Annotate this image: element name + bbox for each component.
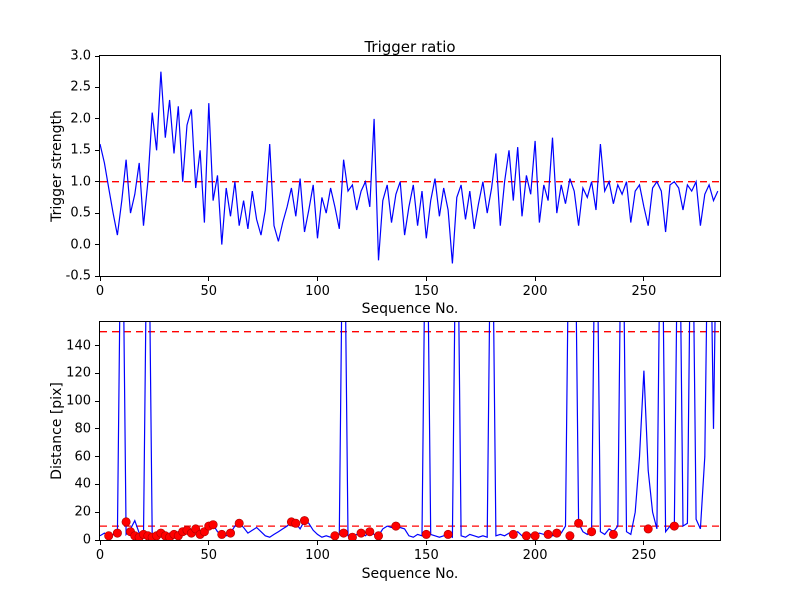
bottom-y-tick-label: 140 [66,338,91,354]
top-x-tick-label: 100 [305,284,330,299]
top-plot-area [99,55,721,277]
top-y-tickmark [95,244,100,246]
bottom-x-tickmark [99,540,101,545]
top-x-tick-label: 50 [200,284,218,299]
scatter-point [217,529,227,539]
top-x-tick-label: 250 [631,284,657,299]
bottom-y-tick-label: 120 [66,365,91,381]
bottom-x-tickmark [534,540,536,545]
bottom-x-tick-label: 100 [305,548,330,563]
chart-title: Trigger ratio [364,38,456,56]
top-y-tickmark [95,212,100,214]
bottom-x-tickmark [317,540,319,545]
top-y-tickmark [95,118,100,120]
scatter-point [508,529,518,539]
bottom-x-tickmark [643,540,645,545]
scatter-point [543,529,553,539]
bottom-x-tickmark [208,540,210,545]
top-y-axis-label: Trigger strength [49,110,65,222]
top-y-tick-label: 0.0 [70,237,91,253]
bottom-y-tickmark [95,483,100,485]
bottom-y-tick-label: 100 [66,393,91,409]
bottom-y-tick-label: 80 [74,421,91,437]
bottom-y-tickmark [95,456,100,458]
scatter-point [347,532,357,540]
bottom-y-tickmark [95,372,100,374]
top-y-tick-label: 0.5 [70,205,91,221]
top-x-tick-label: 150 [413,284,439,299]
bottom-x-tick-label: 150 [413,548,439,563]
scatter-point [443,529,453,539]
bottom-y-tick-label: 40 [74,476,91,492]
top-y-tickmark [95,86,100,88]
top-y-tickmark [95,55,100,57]
bottom-y-tickmark [95,539,100,541]
top-x-tickmark [99,276,101,281]
scatter-point [208,520,218,530]
top-y-tick-label: 1.0 [70,174,91,190]
bottom-y-tickmark [95,345,100,347]
top-y-tick-label: 3.0 [70,48,91,64]
top-x-axis-label: Sequence No. [361,301,459,317]
bottom-y-tick-label: 60 [74,449,91,465]
top-plot-svg [100,71,720,264]
scatter-point [121,517,131,527]
scatter-point [356,528,366,538]
scatter-point [339,528,349,538]
scatter-point [669,521,679,531]
bottom-y-tickmark [95,511,100,513]
top-x-tick-label: 0 [95,284,105,299]
scatter-point [391,521,401,531]
scatter-point [112,528,122,538]
scatter-point [521,531,531,540]
top-y-tick-label: 1.5 [70,142,91,158]
top-series-line [100,71,719,264]
scatter-point [530,531,540,540]
top-x-tickmark [534,276,536,281]
scatter-point [104,531,114,540]
bottom-plot-area [99,321,721,541]
bottom-y-tickmark [95,428,100,430]
scatter-point [330,531,340,540]
top-y-tick-label: 2.5 [70,79,91,95]
bottom-y-tick-label: 0 [82,532,91,548]
bottom-y-tickmark [95,400,100,402]
scatter-point [300,516,310,526]
bottom-series-line [100,322,716,539]
bottom-y-axis-label: Distance [pix] [49,382,65,480]
top-x-tickmark [643,276,645,281]
top-x-tickmark [208,276,210,281]
top-y-tick-label: -0.5 [65,268,91,284]
scatter-point [374,531,383,540]
scatter-point [565,531,575,540]
top-x-tickmark [317,276,319,281]
scatter-point [608,529,618,539]
scatter-point [643,524,653,534]
bottom-y-tick-label: 20 [74,504,91,520]
scatter-point [552,528,562,538]
bottom-x-tick-label: 0 [95,548,105,563]
top-y-tickmark [95,149,100,151]
scatter-point [291,518,301,528]
scatter-point [421,529,431,539]
bottom-x-tick-label: 200 [522,548,548,563]
top-y-tick-label: 2.0 [70,111,91,127]
scatter-point [587,527,597,537]
top-x-tick-label: 200 [522,284,548,299]
bottom-x-axis-label: Sequence No. [361,566,459,582]
scatter-point [226,528,236,538]
scatter-point [234,518,244,528]
top-x-tickmark [425,276,427,281]
scatter-point [574,518,584,528]
scatter-point [365,527,375,537]
top-y-tickmark [95,275,100,277]
top-y-tickmark [95,181,100,183]
bottom-x-tickmark [425,540,427,545]
bottom-x-tick-label: 250 [631,548,657,563]
bottom-x-tick-label: 50 [200,548,218,563]
bottom-plot-svg [100,322,720,540]
